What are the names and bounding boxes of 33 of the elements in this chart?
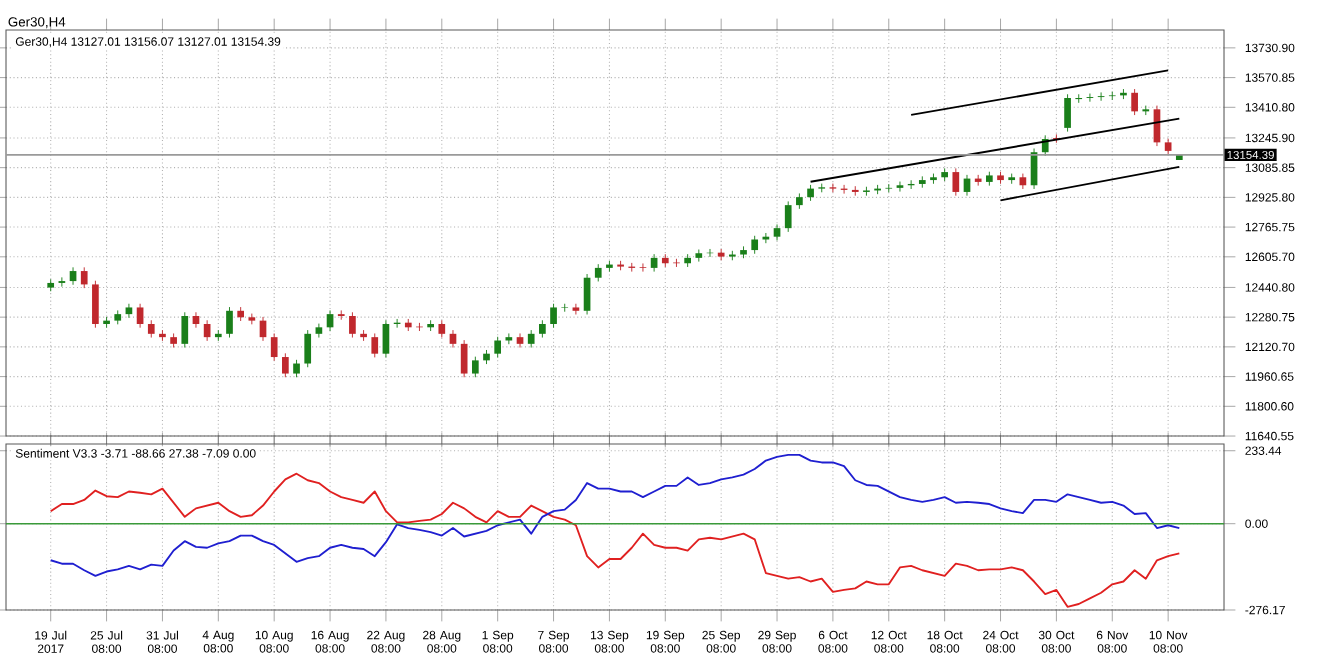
candlestick [1064,93,1071,133]
candlestick [505,332,513,345]
candlestick [371,332,379,358]
candlestick [349,311,356,338]
candlestick [561,303,569,313]
candlestick [773,223,781,241]
candlestick [449,329,457,349]
candlestick [572,303,580,315]
candlestick [304,329,312,368]
candlestick [460,339,468,378]
candlestick [494,336,502,358]
candlestick [650,253,658,273]
candlestick [1131,88,1138,116]
candlestick [896,181,904,193]
candlestick [136,303,144,329]
candlestick [784,200,792,233]
candlestick [952,167,960,197]
candlestick [270,332,278,362]
candlestick [92,280,99,329]
candlestick [382,319,390,358]
candlestick [516,332,524,349]
candlestick [181,311,189,349]
candlestick [69,266,77,286]
candlestick [58,276,66,288]
candlestick [550,303,557,329]
candlestick [80,266,88,289]
candlestick [125,303,133,319]
candlestick [226,306,233,338]
candlestick [751,235,759,255]
candlestick [1075,93,1083,104]
candlestick [282,352,289,378]
candlestick [315,323,323,338]
candlestick [471,356,479,378]
